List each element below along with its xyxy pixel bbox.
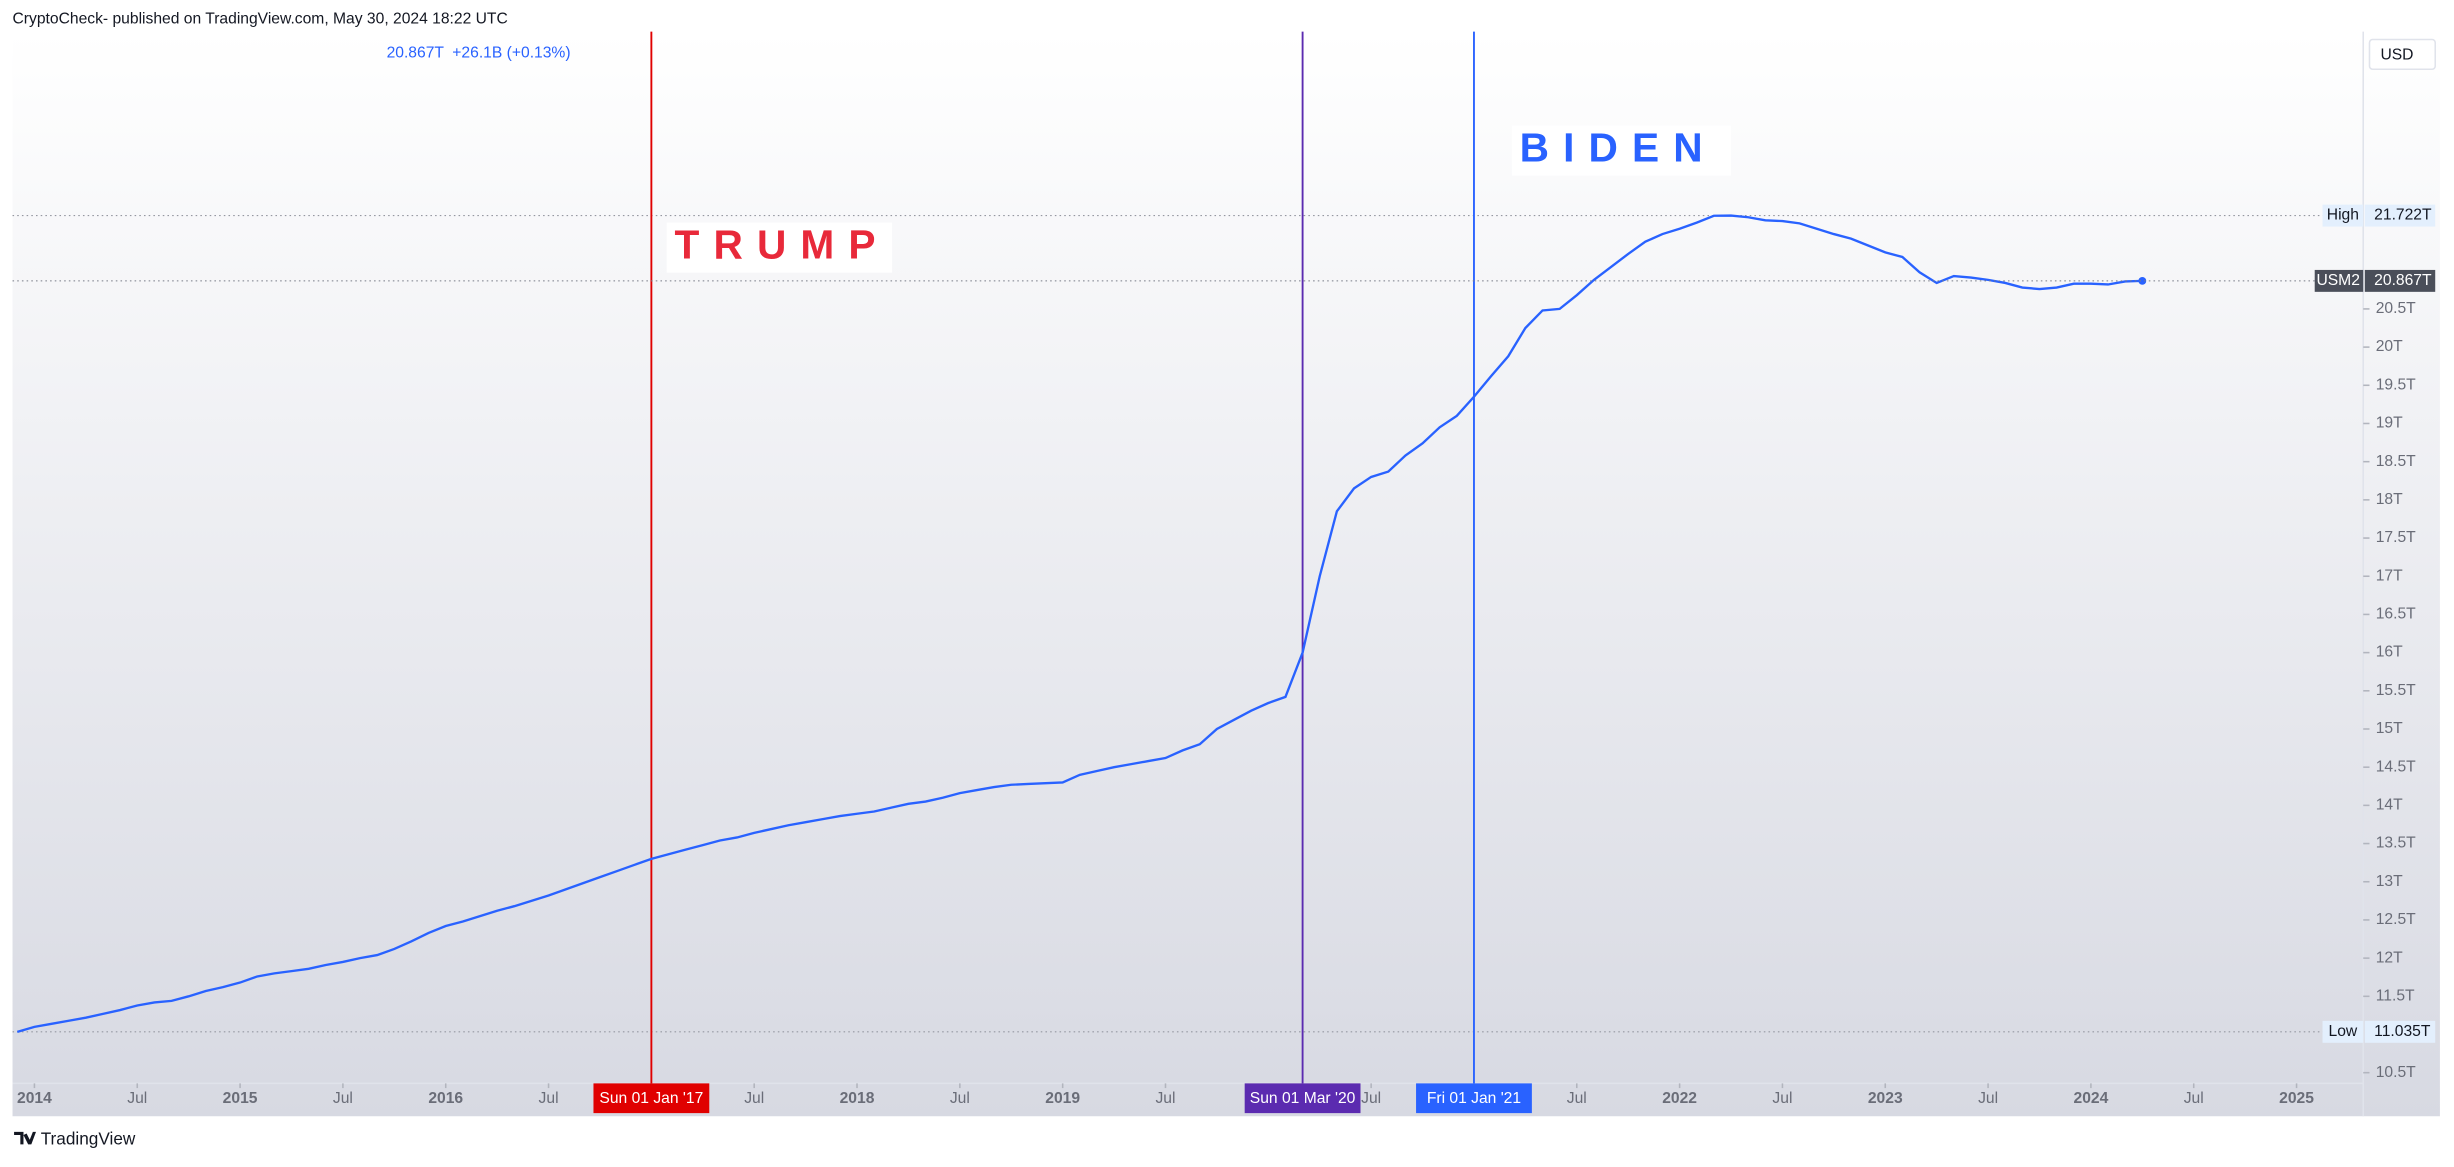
price-name-box <box>2322 204 2364 227</box>
annotation: BIDEN <box>1520 124 1717 170</box>
line <box>16 214 2143 1033</box>
x-tick-label: 2019 <box>1045 1090 1080 1107</box>
y-tick-label: 12T <box>2376 949 2403 966</box>
y-tick-label: 15T <box>2376 720 2403 737</box>
x-tick-label: Jul <box>1155 1090 1175 1107</box>
last-value-box <box>2364 269 2436 292</box>
y-tick-label: 14T <box>2376 797 2403 814</box>
x-tick-label: 2022 <box>1662 1090 1697 1107</box>
event-box <box>1416 1083 1532 1114</box>
y-tick-label: 11.5T <box>2376 987 2415 1004</box>
annotation-box <box>1511 125 1731 176</box>
x-tick-label: Jul <box>1361 1090 1381 1107</box>
price-label: 21.722T <box>2374 207 2432 224</box>
last-value: 20.867T <box>2374 272 2432 289</box>
y-tick-label: 16.5T <box>2376 606 2416 623</box>
y-tick-label: 20.5T <box>2376 300 2416 317</box>
x-tick-label: 2024 <box>2074 1090 2109 1107</box>
x-tick-label: Jul <box>744 1090 764 1107</box>
series-name: USM2 <box>2316 272 2359 289</box>
y-tick-label: 12.5T <box>2376 911 2416 928</box>
event-label: Sun 01 Mar '20 <box>1250 1090 1356 1107</box>
x-tick-label: Jul <box>127 1090 147 1107</box>
annotation-box <box>666 222 893 273</box>
y-tick-label: 20T <box>2376 338 2403 355</box>
y-tick-label: 17.5T <box>2376 529 2416 546</box>
plot-background <box>12 31 2440 1117</box>
y-tick-label: 19T <box>2376 415 2403 432</box>
y-tick-label: 13T <box>2376 873 2403 890</box>
price-name-box <box>2322 1020 2364 1043</box>
x-tick-label: Jul <box>2184 1090 2204 1107</box>
y-tick-label: 15.5T <box>2376 682 2416 699</box>
footer: TradingView <box>41 1128 136 1148</box>
y-tick-label: 18.5T <box>2376 453 2416 470</box>
legend-value: 20.867T <box>387 45 445 62</box>
x-tick-label: Jul <box>539 1090 559 1107</box>
y-tick-label: 16T <box>2376 644 2403 661</box>
currency-box[interactable] <box>2368 38 2437 71</box>
x-tick-label: 2015 <box>223 1090 258 1107</box>
x-tick-label: 2018 <box>840 1090 875 1107</box>
y-tick-label: 10.5T <box>2376 1064 2416 1081</box>
x-tick-label: Jul <box>950 1090 970 1107</box>
price-name: Low <box>2329 1023 2358 1040</box>
currency: USD <box>2380 46 2413 63</box>
logo <box>14 1131 36 1145</box>
x-tick-label: 2025 <box>2279 1090 2314 1107</box>
x-tick-label: Jul <box>333 1090 353 1107</box>
event-box <box>593 1083 710 1114</box>
y-tick-label: 19.5T <box>2376 376 2416 393</box>
y-tick-label: 14.5T <box>2376 758 2416 775</box>
y-tick-label: 18T <box>2376 491 2403 508</box>
event-box <box>1244 1083 1361 1114</box>
price-box <box>2364 204 2436 227</box>
x-tick-label: Jul <box>1567 1090 1587 1107</box>
price-box <box>2364 1020 2436 1043</box>
y-tick-label: 17T <box>2376 567 2403 584</box>
x-tick-label: 2023 <box>1868 1090 1903 1107</box>
last-point <box>2138 276 2147 285</box>
annotation: TRUMP <box>675 221 890 267</box>
x-tick-label: Jul <box>1978 1090 1998 1107</box>
x-tick-label: 2016 <box>428 1090 463 1107</box>
x-tick-label: Jul <box>1772 1090 1792 1107</box>
event-label: Sun 01 Jan '17 <box>599 1090 703 1107</box>
header: CryptoCheck- published on TradingView.co… <box>13 10 508 27</box>
y-tick-label: 13.5T <box>2376 835 2416 852</box>
x-tick-label: 2014 <box>17 1090 52 1107</box>
price-name: High <box>2327 207 2359 224</box>
legend-change: +26.1B (+0.13%) <box>452 45 570 62</box>
series-name-box <box>2314 269 2364 292</box>
event-label: Fri 01 Jan '21 <box>1427 1090 1521 1107</box>
price-label: 11.035T <box>2374 1023 2431 1040</box>
